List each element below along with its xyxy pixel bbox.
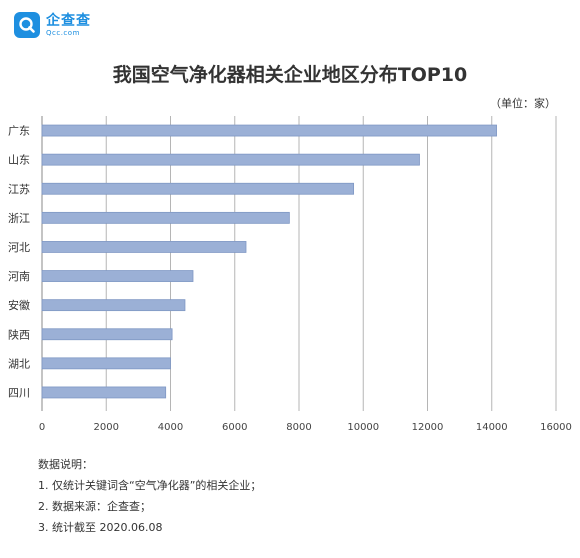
notes-line-2: 2. 数据来源：企查查； [38, 500, 151, 513]
data-notes: 数据说明： 1. 仅统计关键词含“空气净化器”的相关企业； 2. 数据来源：企查… [38, 454, 261, 538]
x-tick-label: 16000 [540, 422, 572, 433]
logo-subtitle: Qcc.com [46, 28, 80, 37]
chart-title: 我国空气净化器相关企业地区分布TOP10 [112, 64, 468, 86]
bar [41, 241, 247, 253]
x-tick-label: 2000 [94, 422, 119, 433]
x-tick-labels: 0 2000 4000 6000 8000 10000 12000 14000 16000 [39, 422, 572, 433]
x-tick-label: 12000 [412, 422, 444, 433]
category-label: 湖北 [8, 357, 30, 370]
bar [41, 153, 420, 166]
x-tick-label: 6000 [222, 422, 247, 433]
x-tick-label: 8000 [286, 422, 311, 433]
bar [41, 211, 290, 224]
x-tick-label: 0 [39, 422, 45, 433]
category-label: 陕西 [8, 327, 30, 341]
brand-logo: 企查查 Qcc.com [14, 12, 91, 38]
logo-name: 企查查 [46, 12, 91, 29]
bar [41, 299, 186, 312]
category-label: 浙江 [8, 212, 30, 225]
bar [41, 386, 167, 399]
bar [41, 357, 171, 370]
category-label: 安徽 [8, 298, 30, 312]
bar [41, 270, 194, 282]
bar [41, 124, 497, 137]
category-label: 江苏 [8, 183, 30, 196]
logo-q-icon [14, 12, 40, 38]
x-tick-label: 4000 [158, 422, 183, 433]
category-label: 河北 [8, 241, 30, 254]
bars [41, 124, 497, 399]
notes-line-1: 1. 仅统计关键词含“空气净化器”的相关企业； [38, 479, 262, 492]
x-tick-label: 14000 [476, 422, 508, 433]
category-label: 山东 [8, 154, 30, 167]
notes-heading: 数据说明： [38, 458, 93, 471]
bar [41, 328, 173, 341]
category-label: 四川 [8, 386, 30, 399]
notes-line-3: 3. 统计截至 2020.06.08 [38, 521, 163, 534]
category-label: 河南 [8, 270, 30, 283]
unit-label: （单位：家） [490, 97, 556, 110]
x-tick-label: 10000 [347, 422, 379, 433]
bar [41, 182, 355, 195]
category-label: 广东 [8, 125, 30, 138]
